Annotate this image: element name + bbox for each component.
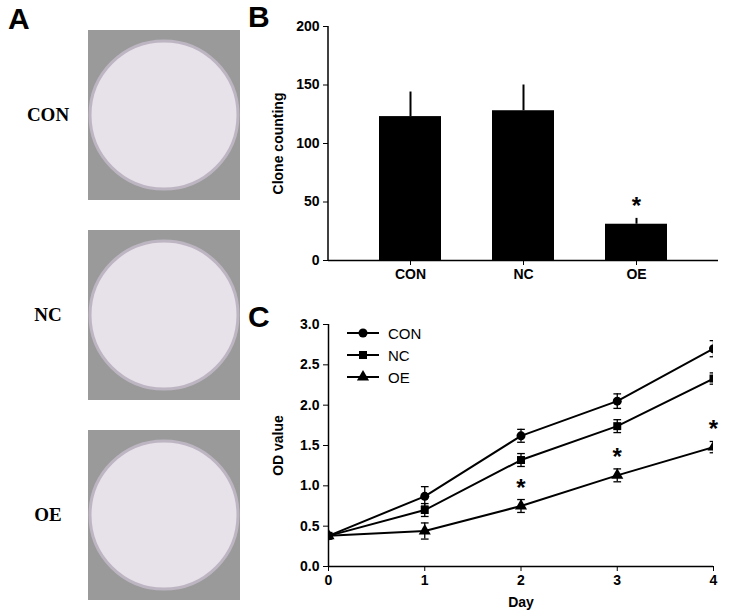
svg-text:*: * xyxy=(516,474,526,501)
svg-text:Day: Day xyxy=(508,594,534,610)
html-text:OE: OE xyxy=(388,368,410,386)
svg-text:0.0: 0.0 xyxy=(300,558,320,574)
svg-text:*: * xyxy=(613,443,623,470)
svg-text:OE: OE xyxy=(34,504,61,525)
svg-text:*: * xyxy=(632,192,642,219)
svg-text:1.0: 1.0 xyxy=(300,477,320,493)
svg-text:Clone counting: Clone counting xyxy=(270,93,286,195)
svg-text:NC: NC xyxy=(34,304,61,325)
svg-text:0: 0 xyxy=(325,572,333,588)
svg-text:3: 3 xyxy=(613,572,621,588)
svg-text:2: 2 xyxy=(517,572,525,588)
svg-text:NC: NC xyxy=(513,266,533,282)
svg-text:1.5: 1.5 xyxy=(300,437,320,453)
svg-text:200: 200 xyxy=(296,18,320,34)
svg-text:100: 100 xyxy=(296,135,320,151)
html-text:C: C xyxy=(248,300,270,333)
svg-text:OD value: OD value xyxy=(270,415,286,476)
html-text:B: B xyxy=(248,0,270,33)
svg-text:50: 50 xyxy=(304,193,320,209)
svg-text:150: 150 xyxy=(296,76,320,92)
html-text:NC: NC xyxy=(388,346,410,364)
svg-text:3.0: 3.0 xyxy=(300,316,320,332)
html-text:CON: CON xyxy=(388,324,422,342)
svg-text:2.5: 2.5 xyxy=(300,356,320,372)
svg-text:*: * xyxy=(709,415,719,442)
svg-text:CON: CON xyxy=(395,266,426,282)
svg-text:CON: CON xyxy=(27,104,70,125)
svg-text:2.0: 2.0 xyxy=(300,397,320,413)
svg-text:0: 0 xyxy=(312,252,320,268)
html-text:A: A xyxy=(8,2,30,35)
svg-text:0.5: 0.5 xyxy=(300,518,320,534)
svg-text:4: 4 xyxy=(710,572,718,588)
svg-text:1: 1 xyxy=(421,572,429,588)
svg-text:OE: OE xyxy=(626,266,646,282)
